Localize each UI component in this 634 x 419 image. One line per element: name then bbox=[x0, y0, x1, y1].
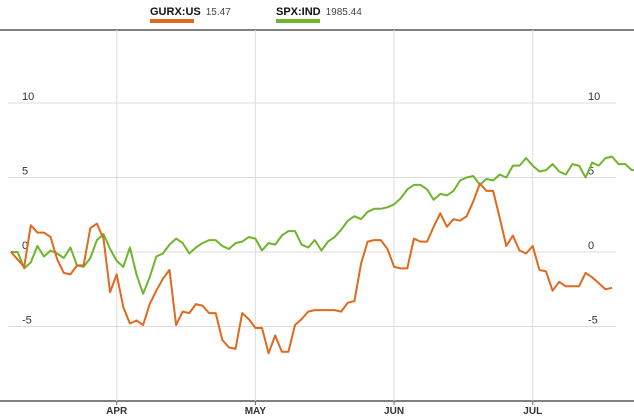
chart-legend: GURX:US 15.47 SPX:IND 1985.44 bbox=[0, 6, 634, 26]
legend-swatch-spx bbox=[276, 19, 320, 23]
y-tick-label-left: 0 bbox=[22, 240, 28, 252]
x-tick-label: APR bbox=[106, 406, 128, 417]
y-tick-label-right: -5 bbox=[588, 315, 598, 327]
y-tick-label-left: 5 bbox=[22, 166, 28, 178]
legend-value-spx: 1985.44 bbox=[325, 7, 362, 18]
y-tick-label-left: -5 bbox=[22, 315, 32, 327]
series-line-spx[interactable] bbox=[11, 155, 634, 295]
y-tick-label-left: 10 bbox=[22, 91, 34, 103]
series-line-gurx[interactable] bbox=[10, 182, 613, 355]
y-tick-label-right: 10 bbox=[588, 91, 600, 103]
y-tick-label-right: 0 bbox=[588, 240, 594, 252]
legend-value-gurx: 15.47 bbox=[205, 7, 231, 18]
x-tick-label: MAY bbox=[245, 406, 267, 417]
legend-symbol-spx: SPX:IND bbox=[276, 6, 321, 18]
x-tick-label: JUL bbox=[523, 406, 542, 417]
x-tick-label: JUN bbox=[384, 406, 404, 417]
legend-item-spx[interactable]: SPX:IND 1985.44 bbox=[276, 6, 362, 23]
legend-symbol-gurx: GURX:US bbox=[150, 6, 201, 18]
y-tick-label-right: 5 bbox=[588, 166, 594, 178]
legend-swatch-gurx bbox=[150, 19, 194, 23]
legend-item-gurx[interactable]: GURX:US 15.47 bbox=[150, 6, 231, 23]
